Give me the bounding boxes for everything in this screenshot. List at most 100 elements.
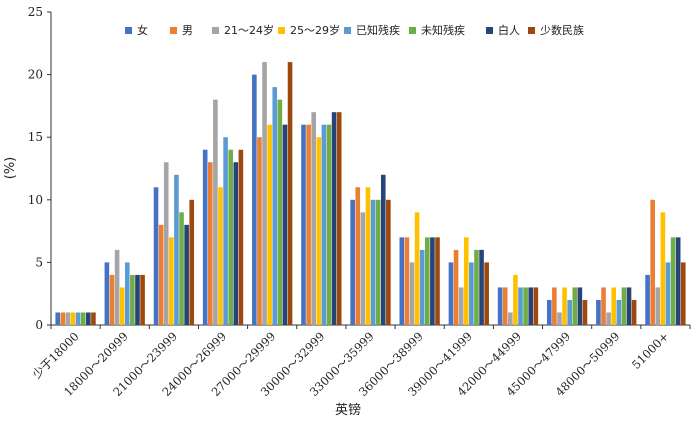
bar [321,124,327,326]
bar [430,237,435,325]
bar [301,124,306,326]
bar [680,262,686,325]
bar [65,312,71,325]
x-axis-title: 英镑 [335,402,361,418]
legend-label: 21～24岁 [224,23,274,37]
bar [448,262,454,325]
x-tick-label: 少于18000 [30,329,82,381]
bar [399,237,405,325]
bar [202,149,208,325]
bar [223,137,228,325]
bar [158,224,164,325]
bar [611,287,617,325]
y-tick-label: 10 [28,193,43,207]
y-tick-label: 5 [35,255,43,269]
bar [228,149,233,325]
bar [272,87,278,326]
bar [55,312,61,325]
bar [130,274,135,325]
bar [336,112,342,325]
bar [86,312,91,325]
bar [355,187,361,325]
bar [306,124,311,326]
bar [233,162,239,325]
legend-label: 未知残疾 [421,23,465,37]
bar [463,237,469,325]
bar [650,199,655,325]
bar [655,287,661,325]
bar [458,287,464,325]
legend-swatch [528,27,535,34]
bar [469,262,474,325]
bar [582,299,588,325]
y-tick-label: 25 [28,5,43,19]
bar [645,274,650,325]
bar [665,262,671,325]
bar [91,312,96,325]
bar [60,312,66,325]
bar [626,287,632,325]
bar [380,174,386,325]
bar [179,212,184,325]
bar [533,287,539,325]
bar [474,249,479,325]
bar [375,199,381,325]
legend-swatch [212,27,219,34]
bar [80,312,86,325]
bar [572,287,578,325]
bar [238,149,244,325]
bar [311,112,316,325]
bar [169,237,174,325]
bar [262,62,267,326]
legend-label: 已知残疾 [356,23,400,37]
x-axis: 少于1800018000～2099921000～2399924000～26999… [30,324,691,399]
bar [546,299,552,325]
y-tick-label: 15 [28,130,43,144]
legend-swatch [278,27,285,34]
bar [502,287,508,325]
y-tick-label: 0 [35,318,43,332]
bar [425,237,430,325]
bar [552,287,557,325]
legend-swatch [409,27,416,34]
legend-swatch [486,27,493,34]
bar [331,112,337,325]
legend-label: 25～29岁 [290,23,340,37]
bar [409,262,415,325]
bar [557,312,562,325]
legend: 女 男 21～24岁 25～29岁 已知残疾 未知残疾 白人 少数民族 [125,23,584,37]
bar [523,287,528,325]
bar [577,287,583,325]
bar [282,124,288,326]
bar [267,124,272,326]
legend-label: 男 [182,24,193,37]
bar [207,162,213,325]
bar [104,262,110,325]
bar [174,174,179,325]
bar [660,212,666,325]
bar [257,137,262,325]
bar [316,137,322,325]
bar [163,162,169,325]
bar [631,299,637,325]
bar [404,237,410,325]
bar [508,312,513,325]
bar [350,199,355,325]
bar [213,99,218,325]
legend-swatch [125,27,132,34]
bar [606,312,611,325]
bar [252,74,257,325]
bar [287,62,293,326]
bar [135,274,140,325]
bar [326,124,332,326]
bar [370,199,376,325]
bar [386,199,391,325]
bar [567,299,572,325]
bar [75,312,81,325]
bar [435,237,440,325]
bar [518,287,523,325]
bar [218,187,223,325]
bar [675,237,681,325]
legend-swatch [170,27,177,34]
bars-group [55,62,686,326]
